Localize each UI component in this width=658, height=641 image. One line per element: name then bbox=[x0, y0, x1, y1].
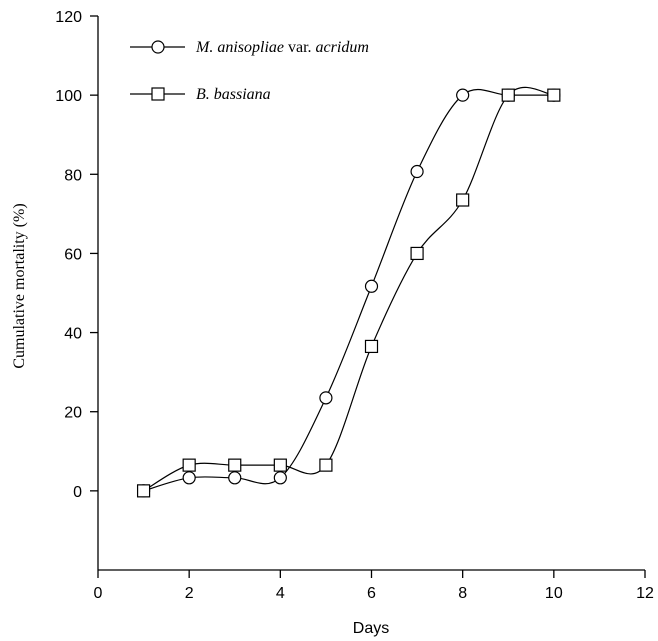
y-tick-label: 60 bbox=[64, 246, 82, 263]
circle-point bbox=[273, 471, 287, 485]
series-group bbox=[136, 86, 561, 498]
square-point bbox=[182, 458, 196, 472]
legend: M. anisopliae var. acridum B. bassiana bbox=[130, 39, 369, 103]
circle-point bbox=[410, 164, 424, 179]
y-tick-label: 20 bbox=[64, 405, 82, 422]
series-circle bbox=[136, 88, 561, 498]
legend-square-marker bbox=[151, 87, 165, 101]
circle-point bbox=[364, 279, 379, 293]
x-tick-label: 4 bbox=[276, 585, 285, 602]
circle-point bbox=[456, 88, 470, 102]
x-tick-label: 6 bbox=[367, 585, 376, 602]
y-tick-label: 40 bbox=[64, 326, 82, 343]
legend-entry: M. anisopliae var. acridum bbox=[130, 39, 369, 56]
legend-entry: B. bassiana bbox=[130, 86, 271, 103]
legend-label-part: M. anisopliae bbox=[195, 39, 284, 56]
y-tick-label: 120 bbox=[55, 9, 82, 26]
y-tick-label: 0 bbox=[73, 484, 82, 501]
legend-label-part: var. bbox=[284, 39, 316, 56]
x-tick-label: 2 bbox=[185, 585, 194, 602]
series-square bbox=[136, 86, 561, 498]
legend-label: M. anisopliae var. acridum bbox=[195, 39, 369, 56]
legend-label-part: B. bassiana bbox=[196, 86, 271, 103]
circle-point bbox=[228, 471, 242, 485]
x-tick-label: 10 bbox=[545, 585, 563, 602]
circle-point bbox=[182, 471, 196, 485]
x-tick-label: 12 bbox=[636, 585, 654, 602]
legend-circle-marker bbox=[151, 40, 165, 54]
x-tick-label: 8 bbox=[458, 585, 467, 602]
legend-label-part: acridum bbox=[316, 39, 369, 56]
square-point bbox=[410, 246, 424, 261]
square-point bbox=[364, 339, 379, 354]
square-point bbox=[319, 458, 333, 472]
y-tick-label: 100 bbox=[55, 88, 82, 105]
square-point bbox=[501, 88, 515, 102]
circle-point bbox=[319, 391, 333, 405]
x-axis-label: Days bbox=[353, 620, 389, 637]
series-line bbox=[143, 86, 554, 492]
x-tick-label: 0 bbox=[94, 585, 103, 602]
square-point bbox=[228, 458, 242, 472]
square-point bbox=[136, 484, 151, 498]
square-point bbox=[456, 193, 470, 207]
y-tick-label: 80 bbox=[64, 167, 82, 184]
y-axis-label: Cumulative mortality (%) bbox=[11, 203, 28, 368]
series-line bbox=[143, 88, 554, 492]
legend-label: B. bassiana bbox=[196, 86, 271, 103]
square-point bbox=[547, 88, 561, 102]
square-point bbox=[273, 458, 287, 472]
